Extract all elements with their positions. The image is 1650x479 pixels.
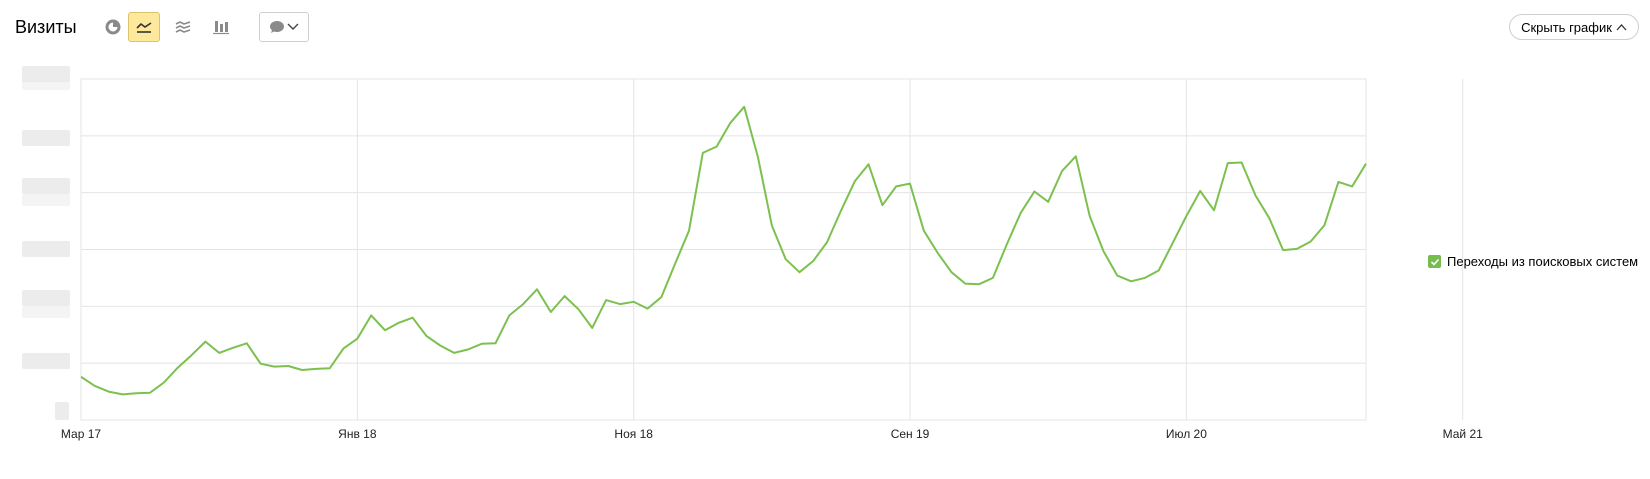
chevron-up-icon bbox=[1616, 24, 1627, 31]
legend: Переходы из поисковых систем bbox=[1428, 254, 1638, 269]
y-tick-label-hidden bbox=[22, 194, 70, 206]
hide-chart-label: Скрыть график bbox=[1521, 19, 1612, 35]
y-tick-label-hidden bbox=[22, 241, 70, 257]
y-tick-label-hidden bbox=[22, 178, 70, 194]
y-tick-label-hidden bbox=[22, 80, 70, 90]
bar-chart-icon bbox=[213, 21, 229, 35]
x-tick-label: Ноя 18 bbox=[614, 427, 653, 441]
y-tick-label-hidden bbox=[22, 66, 70, 82]
y-tick-label-hidden bbox=[55, 402, 69, 420]
annotations-dropdown[interactable] bbox=[259, 12, 309, 42]
comment-icon bbox=[270, 21, 284, 33]
legend-checkbox[interactable] bbox=[1428, 255, 1441, 268]
hide-chart-button[interactable]: Скрыть график bbox=[1509, 14, 1639, 40]
legend-series-label[interactable]: Переходы из поисковых систем bbox=[1447, 254, 1639, 269]
x-tick-label: Май 21 bbox=[1443, 427, 1484, 441]
area-chart-icon bbox=[175, 21, 191, 33]
chevron-down-icon bbox=[287, 23, 299, 30]
x-tick-label: Сен 19 bbox=[891, 427, 930, 441]
check-icon bbox=[1430, 258, 1439, 266]
y-tick-label-hidden bbox=[22, 306, 70, 318]
x-tick-label: Июл 20 bbox=[1166, 427, 1207, 441]
bar-chart-button[interactable] bbox=[205, 12, 237, 42]
pie-chart-icon bbox=[105, 19, 121, 35]
series-line bbox=[80, 105, 1367, 396]
line-chart-icon bbox=[136, 22, 152, 33]
x-tick-label: Мар 17 bbox=[61, 427, 101, 441]
y-tick-label-hidden bbox=[22, 290, 70, 306]
page-title: Визиты bbox=[15, 17, 77, 37]
pie-chart-button[interactable] bbox=[97, 12, 129, 42]
area-chart-button[interactable] bbox=[167, 12, 199, 42]
y-tick-label-hidden bbox=[22, 353, 70, 369]
line-chart-button[interactable] bbox=[128, 12, 160, 42]
y-tick-label-hidden bbox=[22, 130, 70, 146]
x-tick-label: Янв 18 bbox=[338, 427, 377, 441]
